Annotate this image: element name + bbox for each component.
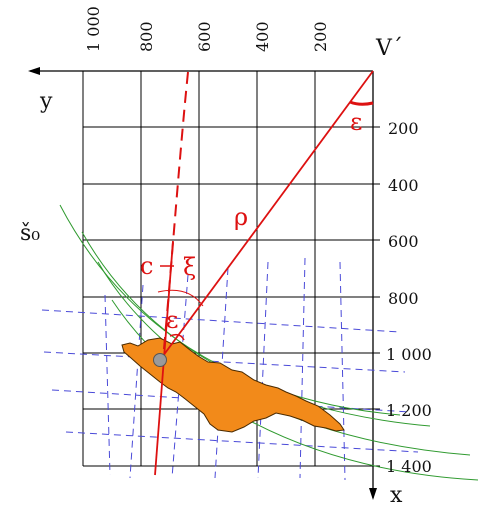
origin-label: V´ <box>375 36 403 61</box>
c-label: c <box>140 252 153 280</box>
right-tick-label: 200 <box>388 119 419 138</box>
projected-meridian-dashed <box>162 71 189 361</box>
right-tick-label: 800 <box>388 289 419 308</box>
s0-label: š₀ <box>20 221 40 246</box>
top-tick-label: 200 <box>311 21 330 52</box>
top-tick-label: 800 <box>137 21 156 52</box>
y-axis-arrow-icon <box>28 67 40 75</box>
rho-label: ρ <box>234 203 248 231</box>
xi-label: ξ <box>183 253 196 281</box>
epsilon-angle-arc-upper <box>349 100 374 106</box>
right-tick-label: 600 <box>388 232 419 251</box>
x-axis-arrow-icon <box>369 488 377 500</box>
right-tick-label: 1 200 <box>386 401 432 420</box>
epsilon-angle-arc-lower <box>169 333 185 341</box>
xi-angle-arc <box>157 289 204 307</box>
y-axis-label: y <box>39 89 53 114</box>
right-tick-label: 1 000 <box>386 345 432 364</box>
x-axis-label: x <box>390 483 403 508</box>
epsilon-label-upper: ε <box>350 108 362 136</box>
reference-point <box>153 353 167 367</box>
right-tick-label: 400 <box>388 176 419 195</box>
territory-shape <box>121 337 345 433</box>
rho-line <box>159 70 374 361</box>
right-tick-label: 1 400 <box>386 457 432 476</box>
top-tick-label: 400 <box>253 21 272 52</box>
top-tick-labels: 1 000 800 600 400 200 <box>84 6 330 52</box>
top-tick-label: 600 <box>195 21 214 52</box>
top-tick-label: 1 000 <box>84 6 103 52</box>
axes <box>30 70 374 498</box>
right-tick-labels: 200 400 600 800 1 000 1 200 1 400 <box>386 119 432 476</box>
epsilon-label-lower: ε <box>166 306 178 334</box>
